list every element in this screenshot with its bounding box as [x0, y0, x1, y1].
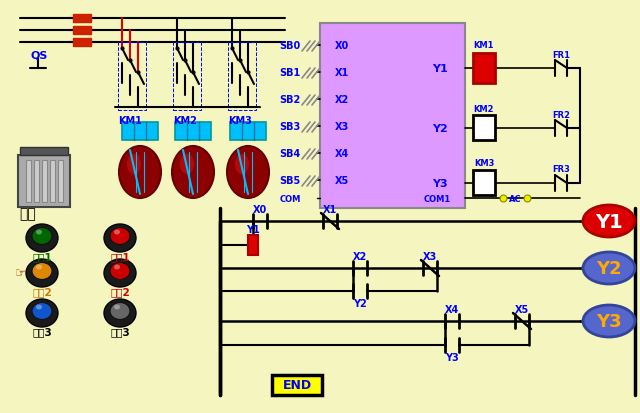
- Ellipse shape: [110, 303, 130, 320]
- Bar: [175, 123, 211, 141]
- Bar: [50, 161, 55, 202]
- Text: X1: X1: [335, 68, 349, 78]
- Text: FR1: FR1: [552, 50, 570, 59]
- Bar: [26, 161, 31, 202]
- Ellipse shape: [119, 147, 161, 199]
- Text: COM1: COM1: [424, 194, 451, 203]
- Ellipse shape: [26, 299, 58, 327]
- Ellipse shape: [127, 154, 141, 175]
- Text: Y1: Y1: [246, 224, 260, 235]
- Text: END: END: [282, 379, 312, 392]
- Text: 停止1: 停止1: [110, 252, 130, 261]
- Bar: [473, 116, 495, 141]
- Text: SB4: SB4: [280, 149, 301, 159]
- Text: X0: X0: [253, 204, 267, 214]
- Bar: [73, 27, 91, 35]
- Ellipse shape: [26, 259, 58, 287]
- Text: SB3: SB3: [280, 122, 301, 132]
- Ellipse shape: [36, 265, 42, 270]
- Ellipse shape: [114, 305, 120, 310]
- Text: X5: X5: [335, 176, 349, 185]
- Bar: [122, 123, 158, 141]
- Text: X4: X4: [445, 304, 459, 314]
- Bar: [248, 235, 258, 255]
- Ellipse shape: [114, 265, 120, 270]
- Text: KM2: KM2: [173, 116, 197, 126]
- Bar: [173, 43, 201, 111]
- Text: Y2: Y2: [432, 124, 448, 134]
- Text: Y1: Y1: [432, 64, 448, 74]
- Text: Y2: Y2: [353, 298, 367, 308]
- Ellipse shape: [104, 224, 136, 252]
- Ellipse shape: [583, 252, 635, 284]
- Ellipse shape: [110, 228, 130, 245]
- Text: AC: AC: [509, 194, 522, 203]
- Text: X5: X5: [515, 304, 529, 314]
- Text: X0: X0: [335, 41, 349, 51]
- Text: QS: QS: [30, 51, 47, 61]
- Ellipse shape: [180, 154, 194, 175]
- Bar: [58, 161, 63, 202]
- Text: 启动1: 启动1: [32, 252, 52, 261]
- Bar: [73, 39, 91, 47]
- Text: X3: X3: [335, 122, 349, 132]
- Bar: [320, 24, 465, 209]
- Bar: [230, 123, 266, 141]
- Text: Y3: Y3: [432, 178, 448, 189]
- Text: 停止3: 停止3: [110, 326, 130, 336]
- Bar: [473, 54, 495, 84]
- Text: X3: X3: [423, 252, 437, 261]
- Text: 电源: 电源: [20, 206, 36, 221]
- Ellipse shape: [26, 224, 58, 252]
- Text: FR2: FR2: [552, 110, 570, 119]
- Bar: [73, 15, 91, 23]
- Bar: [272, 375, 322, 395]
- Ellipse shape: [32, 303, 52, 320]
- Ellipse shape: [36, 305, 42, 310]
- Bar: [228, 43, 256, 111]
- Ellipse shape: [110, 263, 130, 280]
- Text: FR3: FR3: [552, 165, 570, 174]
- Bar: [18, 156, 70, 207]
- Text: X2: X2: [335, 95, 349, 105]
- Text: KM3: KM3: [228, 116, 252, 126]
- Bar: [20, 147, 68, 156]
- Text: Y3: Y3: [445, 352, 459, 362]
- Ellipse shape: [36, 230, 42, 235]
- Ellipse shape: [32, 228, 52, 245]
- Bar: [34, 161, 39, 202]
- Text: SB5: SB5: [280, 176, 301, 185]
- Text: X2: X2: [353, 252, 367, 261]
- Ellipse shape: [32, 263, 52, 280]
- Ellipse shape: [172, 147, 214, 199]
- Text: SB2: SB2: [280, 95, 301, 105]
- Text: 启动2: 启动2: [32, 286, 52, 296]
- Text: X1: X1: [323, 204, 337, 214]
- Text: SB1: SB1: [280, 68, 301, 78]
- Ellipse shape: [227, 147, 269, 199]
- Text: Y2: Y2: [596, 259, 622, 277]
- Ellipse shape: [104, 259, 136, 287]
- Text: 停止2: 停止2: [110, 286, 130, 296]
- Text: COM: COM: [279, 194, 301, 203]
- Ellipse shape: [104, 299, 136, 327]
- Text: ☞: ☞: [14, 267, 26, 280]
- Ellipse shape: [235, 154, 249, 175]
- Ellipse shape: [583, 206, 635, 237]
- Bar: [42, 161, 47, 202]
- Bar: [473, 171, 495, 195]
- Text: 启动3: 启动3: [32, 326, 52, 336]
- Text: KM2: KM2: [474, 104, 494, 113]
- Text: SB0: SB0: [280, 41, 301, 51]
- Ellipse shape: [583, 305, 635, 337]
- Ellipse shape: [114, 230, 120, 235]
- Text: KM1: KM1: [474, 41, 494, 50]
- Text: Y1: Y1: [595, 212, 623, 231]
- Text: Y3: Y3: [596, 312, 622, 330]
- Bar: [118, 43, 146, 111]
- Text: KM1: KM1: [118, 116, 142, 126]
- Text: X4: X4: [335, 149, 349, 159]
- Text: KM3: KM3: [474, 159, 494, 168]
